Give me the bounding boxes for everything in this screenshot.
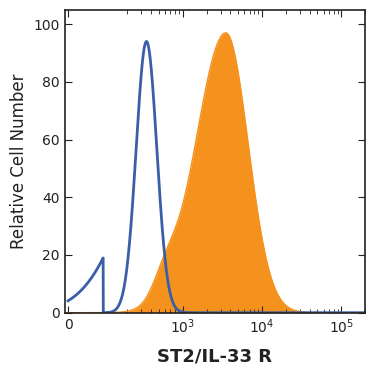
X-axis label: ST2/IL-33 R: ST2/IL-33 R xyxy=(158,347,272,365)
Y-axis label: Relative Cell Number: Relative Cell Number xyxy=(10,74,28,249)
